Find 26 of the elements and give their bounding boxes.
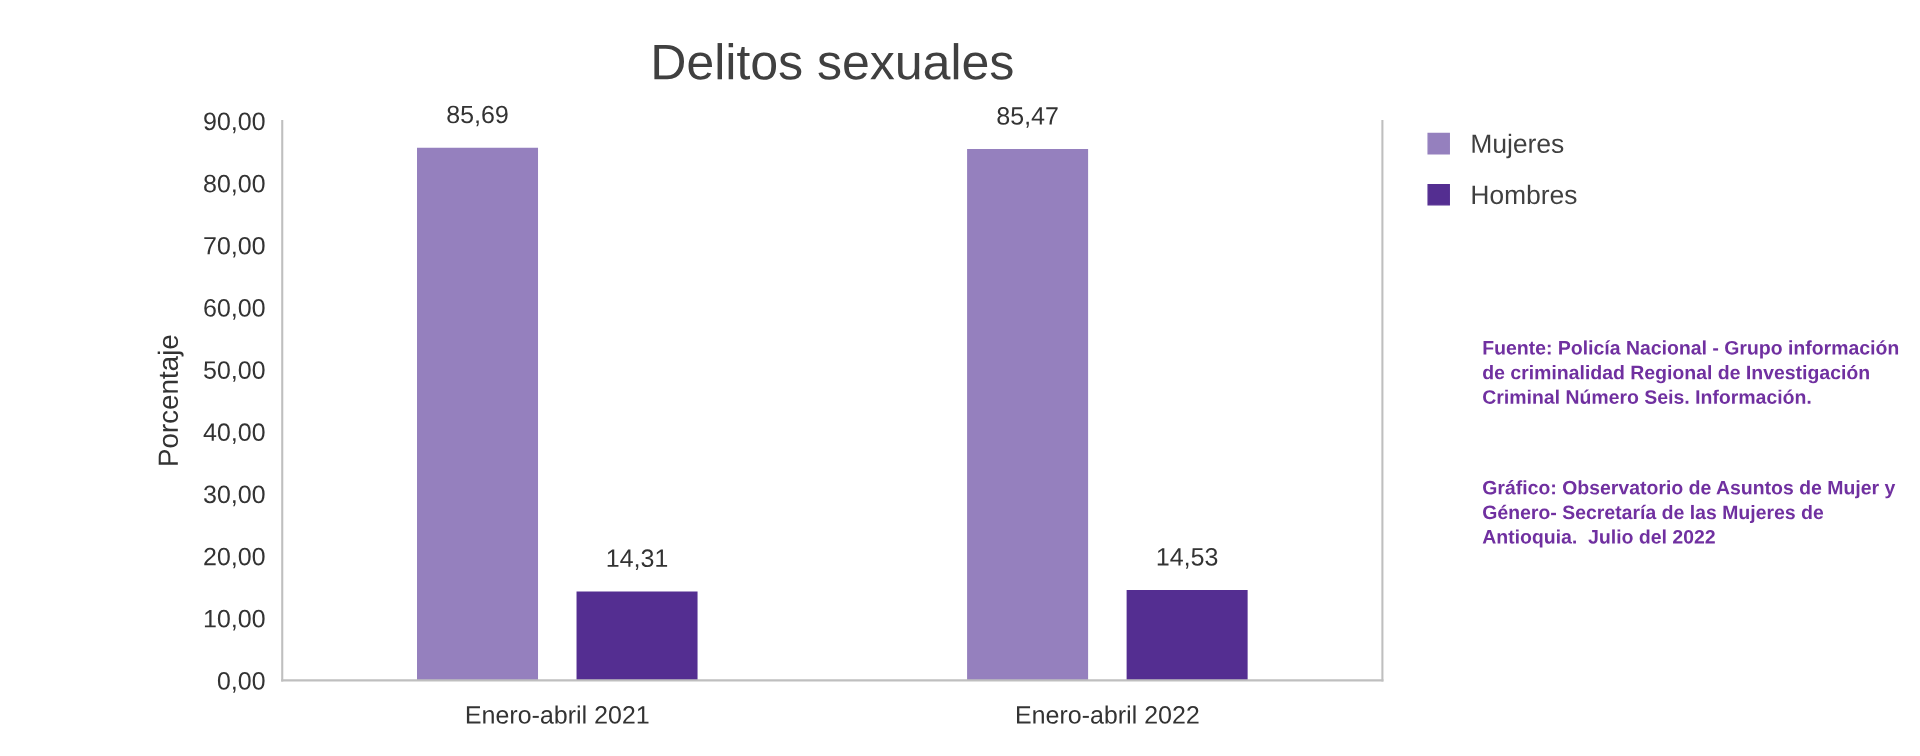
data-label: 14,53 [1157,547,1218,569]
chart-title: Delitos sexuales [654,43,1013,80]
bar [417,147,539,681]
x-tick-label: Enero-abril 2021 [466,705,649,724]
text: Gráfico: Observatorio de Asuntos de Mujer y Género- Secretaría de las Mujeres de Antioquia. Julio del 2022 [1482,480,1896,548]
data-label: 85,47 [997,107,1058,128]
y-tick-label: 50,00 [204,361,265,382]
y-axis-title: Porcentaje [157,335,184,465]
bar [576,591,698,681]
y-tick-label: 30,00 [203,485,265,507]
source-note: Fuente: Policía Nacional - Grupo información de criminalidad Regional de Investigación Criminal Número Seis. Información. [1483,340,1899,404]
y-tick-label: 20,00 [204,547,265,569]
y-tick-label: 60,00 [204,299,265,320]
bar [1126,590,1248,681]
legend-label: Hombres [1472,184,1577,205]
y-tick-label: 0,00 [217,672,265,693]
data-label: 14,31 [607,549,668,571]
y-tick-label: 10,00 [204,609,265,631]
legend-label: Mujeres [1472,133,1564,159]
y-tick-label: 40,00 [203,423,265,445]
bar [967,149,1089,681]
y-tick-label: 90,00 [204,112,265,134]
y-tick-label: 70,00 [204,236,265,258]
data-label: 85,69 [447,105,508,127]
x-tick-label: Enero-abril 2022 [1017,705,1199,724]
y-tick-label: 80,00 [204,174,265,196]
